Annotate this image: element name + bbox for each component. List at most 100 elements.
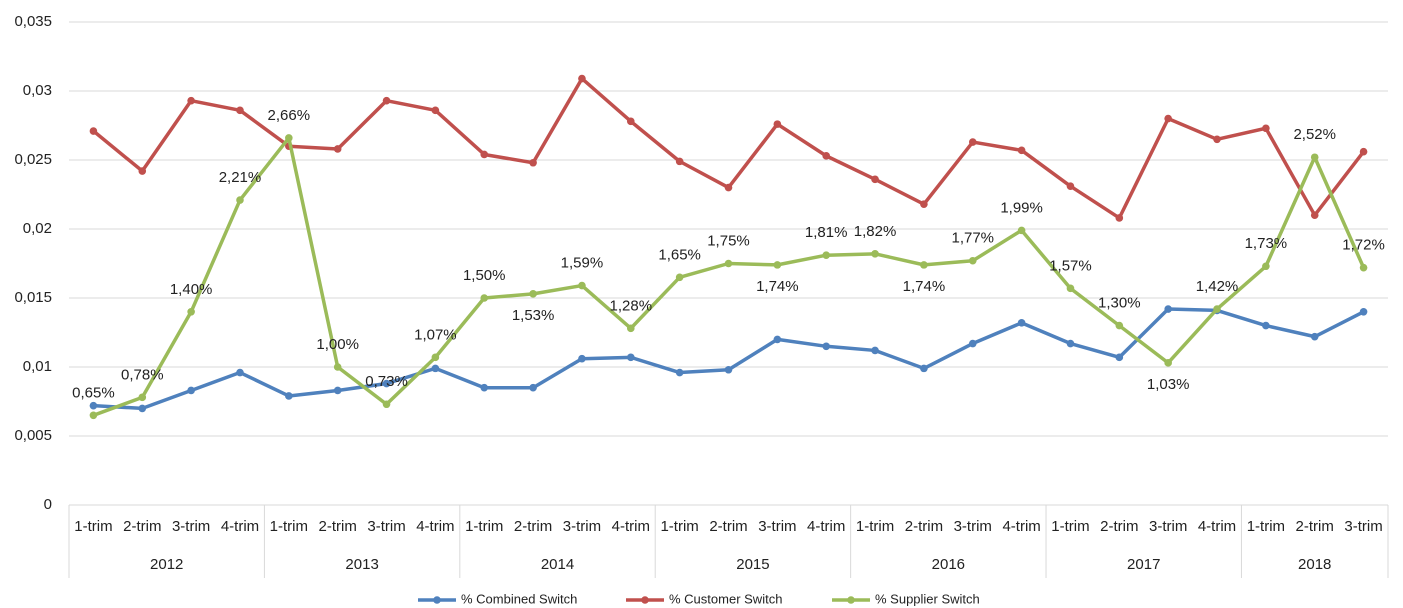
data-label: 1,00%: [316, 336, 359, 353]
series-line: [92, 136, 1366, 417]
x-tick-label: 4-trim: [1198, 518, 1236, 535]
point: [1213, 305, 1221, 313]
point: [187, 386, 195, 395]
x-tick-label: 3-trim: [172, 518, 210, 535]
y-tick-label: 0,035: [14, 13, 52, 30]
point: [1066, 284, 1075, 293]
x-tick-label: 1-trim: [74, 518, 112, 535]
data-label: 1,59%: [561, 255, 604, 272]
y-tick-label: 0,01: [23, 358, 52, 375]
point: [333, 363, 342, 371]
data-label: 2,66%: [268, 107, 311, 124]
point: [773, 335, 782, 344]
point: [431, 364, 440, 373]
data-label: 1,73%: [1245, 235, 1288, 252]
point: [480, 383, 489, 392]
point: [138, 167, 147, 175]
point: [431, 106, 440, 115]
point: [236, 196, 244, 204]
data-label: 1,42%: [1196, 278, 1239, 295]
point: [1262, 321, 1270, 330]
x-tick-label: 2-trim: [1100, 518, 1138, 535]
y-tick-label: 0,015: [14, 289, 52, 306]
point: [675, 368, 684, 377]
x-tick-label: 3-trim: [367, 518, 405, 535]
data-label: 1,82%: [854, 223, 897, 240]
x-tick-label: 3-trim: [954, 518, 992, 535]
y-tick-label: 0,02: [23, 220, 52, 237]
x-tick-label: 2-trim: [319, 518, 357, 535]
x-tick-label: 2-trim: [123, 518, 161, 535]
y-tick-label: 0,005: [14, 427, 52, 444]
point: [773, 261, 782, 269]
point: [529, 158, 537, 167]
point: [1115, 353, 1124, 362]
y-tick-label: 0: [44, 496, 52, 513]
point: [1017, 226, 1026, 235]
data-label: 1,74%: [756, 278, 799, 295]
x-tick-label: 2-trim: [709, 518, 747, 535]
point: [626, 324, 635, 333]
data-label: 1,40%: [170, 281, 213, 298]
x-group-label: 2014: [541, 556, 574, 573]
series-line: [92, 76, 1365, 220]
point: [1310, 153, 1319, 162]
x-tick-label: 1-trim: [856, 518, 894, 535]
point: [1262, 262, 1270, 271]
point: [1164, 305, 1172, 313]
point: [236, 368, 244, 377]
data-label: 1,72%: [1342, 237, 1385, 254]
x-tick-label: 1-trim: [1247, 518, 1285, 535]
x-tick-label: 4-trim: [221, 518, 259, 535]
point: [138, 393, 147, 402]
point: [578, 281, 586, 290]
x-tick-label: 2-trim: [514, 518, 552, 535]
point: [1359, 308, 1368, 316]
x-tick-label: 3-trim: [563, 518, 601, 535]
x-tick-label: 4-trim: [807, 518, 845, 535]
point: [89, 411, 98, 420]
data-label: 1,65%: [658, 246, 701, 263]
point: [578, 74, 586, 83]
x-group-label: 2015: [736, 556, 769, 573]
x-group-label: 2012: [150, 556, 183, 573]
point: [1310, 211, 1319, 219]
point: [138, 404, 147, 413]
point: [675, 273, 684, 282]
x-group-label: 2016: [932, 556, 965, 573]
x-tick-label: 1-trim: [270, 518, 308, 535]
point: [1017, 319, 1026, 327]
x-tick-label: 1-trim: [660, 518, 698, 535]
x-tick-label: 2-trim: [1296, 518, 1334, 535]
legend-marker: [433, 596, 441, 604]
point: [1066, 182, 1075, 191]
x-tick-label: 3-trim: [1149, 518, 1187, 535]
data-label: 0,73%: [365, 373, 408, 390]
legend-label: % Customer Switch: [669, 591, 782, 606]
legend-marker: [641, 596, 649, 604]
point: [480, 294, 489, 302]
data-label: 1,03%: [1147, 376, 1190, 393]
data-label: 2,52%: [1293, 126, 1336, 143]
data-label: 0,65%: [72, 384, 115, 401]
x-group-label: 2013: [345, 556, 378, 573]
point: [871, 175, 879, 184]
y-tick-label: 0,03: [23, 82, 52, 99]
legend-label: % Supplier Switch: [875, 591, 980, 606]
point: [626, 117, 635, 126]
data-label: 1,77%: [951, 230, 994, 247]
point: [1115, 214, 1124, 222]
point: [724, 183, 733, 192]
point: [773, 120, 782, 128]
point: [1359, 147, 1368, 156]
point: [382, 379, 391, 388]
x-tick-label: 4-trim: [1002, 518, 1040, 535]
x-tick-label: 3-trim: [758, 518, 796, 535]
point: [480, 150, 489, 159]
point: [1213, 135, 1221, 144]
data-label: 1,30%: [1098, 295, 1141, 312]
point: [920, 200, 928, 208]
x-tick-label: 2-trim: [905, 518, 943, 535]
point: [382, 96, 391, 105]
point: [285, 392, 293, 400]
